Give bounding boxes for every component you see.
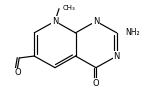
Text: N: N xyxy=(114,52,120,61)
Text: NH₂: NH₂ xyxy=(125,28,139,37)
Text: O: O xyxy=(93,79,99,88)
Text: N: N xyxy=(93,17,99,26)
Text: O: O xyxy=(15,68,21,77)
Text: N: N xyxy=(52,17,58,26)
Text: CH₃: CH₃ xyxy=(63,5,76,11)
